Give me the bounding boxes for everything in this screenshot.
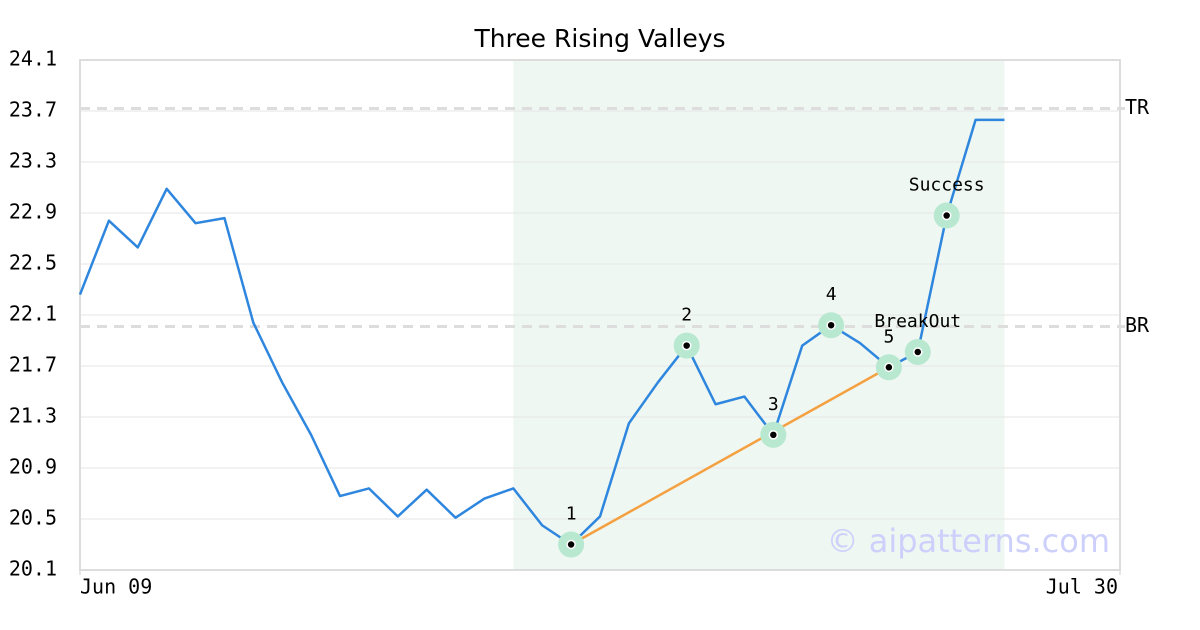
chart-title: Three Rising Valleys bbox=[473, 24, 725, 53]
point-label: 4 bbox=[826, 284, 837, 305]
y-tick-label: 20.1 bbox=[9, 557, 57, 581]
point-dot bbox=[768, 430, 779, 440]
point-dot bbox=[941, 210, 952, 221]
plot-border bbox=[79, 59, 1121, 571]
point-label: 1 bbox=[566, 504, 577, 525]
point-dot bbox=[566, 539, 576, 550]
y-tick-label: 22.1 bbox=[9, 302, 57, 326]
y-tick-label: 20.9 bbox=[9, 455, 57, 479]
point-label: BreakOut bbox=[874, 311, 961, 332]
trendline bbox=[570, 366, 890, 546]
watermark: © aipatterns.com bbox=[827, 522, 1110, 560]
x-tick-label: Jul 30 bbox=[1046, 575, 1118, 599]
level-label: TR bbox=[1125, 95, 1150, 119]
y-tick-label: 22.9 bbox=[9, 200, 57, 224]
y-tick-label: 21.3 bbox=[9, 404, 57, 428]
y-tick-label: 23.7 bbox=[9, 98, 57, 122]
point-label: 5 bbox=[883, 326, 894, 347]
y-tick-label: 20.5 bbox=[9, 506, 57, 530]
y-tick-label: 22.5 bbox=[9, 251, 57, 275]
x-tick-label: Jun 09 bbox=[80, 575, 152, 599]
point-dot bbox=[884, 362, 894, 373]
y-tick-label: 21.7 bbox=[9, 353, 57, 377]
price-line bbox=[78, 118, 1005, 546]
level-label: BR bbox=[1125, 313, 1150, 337]
point-dot bbox=[913, 347, 923, 357]
point-label: 3 bbox=[768, 394, 779, 415]
point-dot bbox=[681, 340, 692, 351]
point-label: 2 bbox=[681, 305, 692, 326]
point-label: Success bbox=[909, 175, 985, 196]
point-dot bbox=[826, 320, 836, 330]
y-tick-label: 23.3 bbox=[9, 149, 57, 173]
y-tick-label: 24.1 bbox=[9, 47, 57, 71]
